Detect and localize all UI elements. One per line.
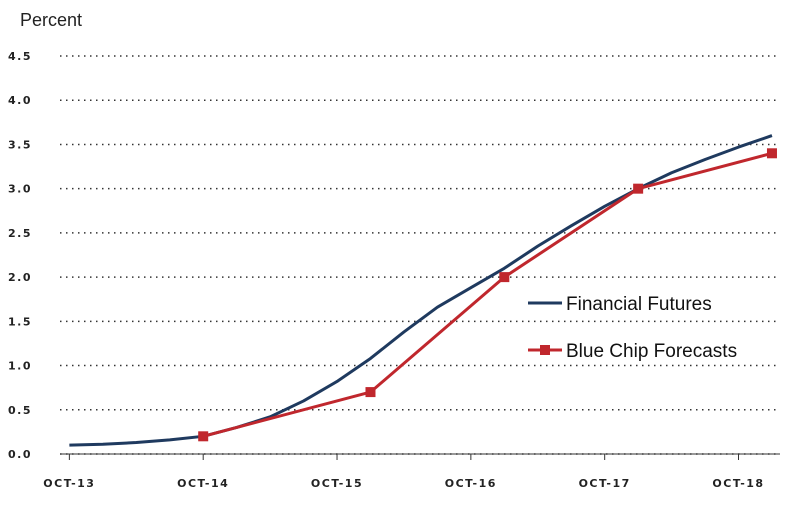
y-tick-label: 3.5 <box>8 138 32 151</box>
marker <box>365 387 376 398</box>
y-tick-label: 4.5 <box>8 50 32 63</box>
y-tick-label: 3.0 <box>8 183 32 196</box>
y-tick-label: 0.0 <box>8 448 32 461</box>
x-tick-label: OCT-16 <box>445 477 497 490</box>
x-tick-label: OCT-18 <box>712 477 764 490</box>
x-tick-label: OCT-14 <box>177 477 229 490</box>
y-axis-label: Percent <box>20 10 82 30</box>
y-tick-label: 1.0 <box>8 360 32 373</box>
y-tick-label: 1.5 <box>8 315 32 328</box>
y-tick-label: 2.0 <box>8 271 32 284</box>
legend-marker <box>540 345 550 355</box>
series-line <box>69 134 773 447</box>
legend: Financial Futures Blue Chip Forecasts <box>528 294 737 362</box>
marker <box>499 272 510 283</box>
legend-label: Blue Chip Forecasts <box>566 341 737 362</box>
y-tick-label: 4.0 <box>8 94 32 107</box>
y-tick-label: 2.5 <box>8 227 32 240</box>
marker <box>198 431 209 442</box>
marker <box>633 183 644 194</box>
x-tick-label: OCT-15 <box>311 477 363 490</box>
legend-label: Financial Futures <box>566 294 712 315</box>
x-tick-label: OCT-13 <box>43 477 95 490</box>
y-tick-label: 0.5 <box>8 404 32 417</box>
marker <box>766 148 777 159</box>
x-tick-label: OCT-17 <box>579 477 631 490</box>
